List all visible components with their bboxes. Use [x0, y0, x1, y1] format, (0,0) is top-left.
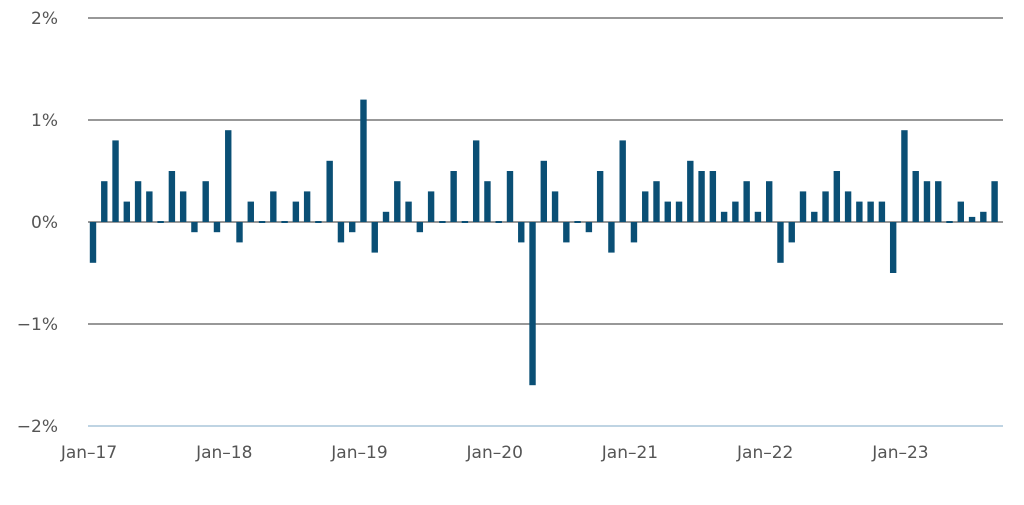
- x-tick-label: Jan–22: [736, 443, 793, 463]
- bar: [337, 222, 345, 243]
- bar: [101, 181, 108, 222]
- bar: [732, 201, 739, 222]
- x-tick-labels: Jan–17 Jan–18 Jan–19 Jan–20 Jan–21 Jan–22 Jan–…: [60, 443, 929, 463]
- bars: [89, 99, 998, 386]
- bar: [123, 201, 131, 222]
- x-tick-label: Jan–19: [330, 443, 387, 463]
- bar: [889, 222, 897, 273]
- bar: [349, 222, 356, 233]
- bar: [315, 221, 322, 223]
- bar: [754, 211, 762, 222]
- bar: [202, 181, 209, 222]
- bar: [878, 201, 886, 222]
- y-tick-label: 2%: [31, 9, 58, 29]
- bar: [416, 222, 424, 233]
- bar: [664, 201, 671, 222]
- bar: [957, 201, 964, 222]
- x-tick-label: Jan–20: [466, 443, 523, 463]
- bar: [360, 99, 367, 222]
- bar: [867, 201, 874, 222]
- bar: [472, 140, 480, 222]
- bar: [168, 171, 176, 222]
- bar: [427, 191, 435, 222]
- bar: [687, 160, 694, 222]
- bar: [281, 221, 288, 223]
- bar: [619, 140, 626, 222]
- bar: [675, 201, 683, 222]
- bar: [777, 222, 784, 263]
- bar: [191, 222, 198, 233]
- bar: [799, 191, 807, 222]
- bar: [709, 171, 717, 222]
- bar: [698, 171, 705, 222]
- y-tick-label: −1%: [17, 315, 58, 335]
- bar: [630, 222, 638, 243]
- bar: [303, 191, 311, 222]
- bar: [450, 171, 457, 222]
- bar: [912, 171, 919, 222]
- x-tick-label: Jan–23: [871, 443, 928, 463]
- bar: [844, 191, 852, 222]
- bar: [270, 191, 277, 222]
- bar: [179, 191, 187, 222]
- bar: [991, 181, 998, 222]
- bar: [213, 222, 221, 233]
- bar: [653, 181, 660, 222]
- bar: [484, 181, 491, 222]
- bar: [146, 191, 153, 222]
- x-tick-label: Jan–18: [195, 443, 252, 463]
- bar: [833, 171, 841, 222]
- bar: [506, 171, 514, 222]
- bar: [326, 160, 333, 222]
- bar: [720, 211, 728, 222]
- bar: [292, 201, 300, 222]
- bar: [608, 222, 615, 253]
- bar: [935, 181, 942, 222]
- y-tick-label: 0%: [31, 213, 58, 233]
- bar: [642, 191, 649, 222]
- bar: [247, 201, 254, 222]
- bar: [258, 221, 266, 223]
- bar: [495, 221, 502, 223]
- bar: [439, 221, 446, 223]
- bar: [371, 222, 378, 253]
- bar: [112, 140, 119, 222]
- bar: [382, 211, 390, 222]
- y-tick-label: −2%: [17, 417, 58, 437]
- bar: [585, 222, 593, 233]
- x-tick-label: Jan–21: [601, 443, 658, 463]
- bar: [980, 211, 987, 222]
- bar: [405, 201, 412, 222]
- bar: [89, 222, 97, 263]
- bar: [743, 181, 750, 222]
- bar: [225, 130, 232, 222]
- bar: [157, 221, 164, 223]
- bar: [551, 191, 559, 222]
- bar: [134, 181, 142, 222]
- bar: [518, 222, 525, 243]
- bar: [529, 222, 536, 386]
- bar: [822, 191, 829, 222]
- bar: [461, 221, 469, 223]
- y-tick-label: 1%: [31, 111, 58, 131]
- bar: [788, 222, 795, 243]
- y-tick-labels: 2% 1% 0% −1% −2%: [17, 9, 58, 437]
- bar: [540, 160, 547, 222]
- bar: [946, 221, 953, 223]
- bar: [574, 221, 581, 223]
- bar: [923, 181, 931, 222]
- bar: [394, 181, 401, 222]
- bar: [236, 222, 243, 243]
- bar: [563, 222, 570, 243]
- x-tick-label: Jan–17: [60, 443, 117, 463]
- bar: [901, 130, 908, 222]
- bar: [811, 211, 818, 222]
- bar: [596, 171, 604, 222]
- bar: [766, 181, 773, 222]
- bar: [968, 216, 976, 222]
- bar: [856, 201, 863, 222]
